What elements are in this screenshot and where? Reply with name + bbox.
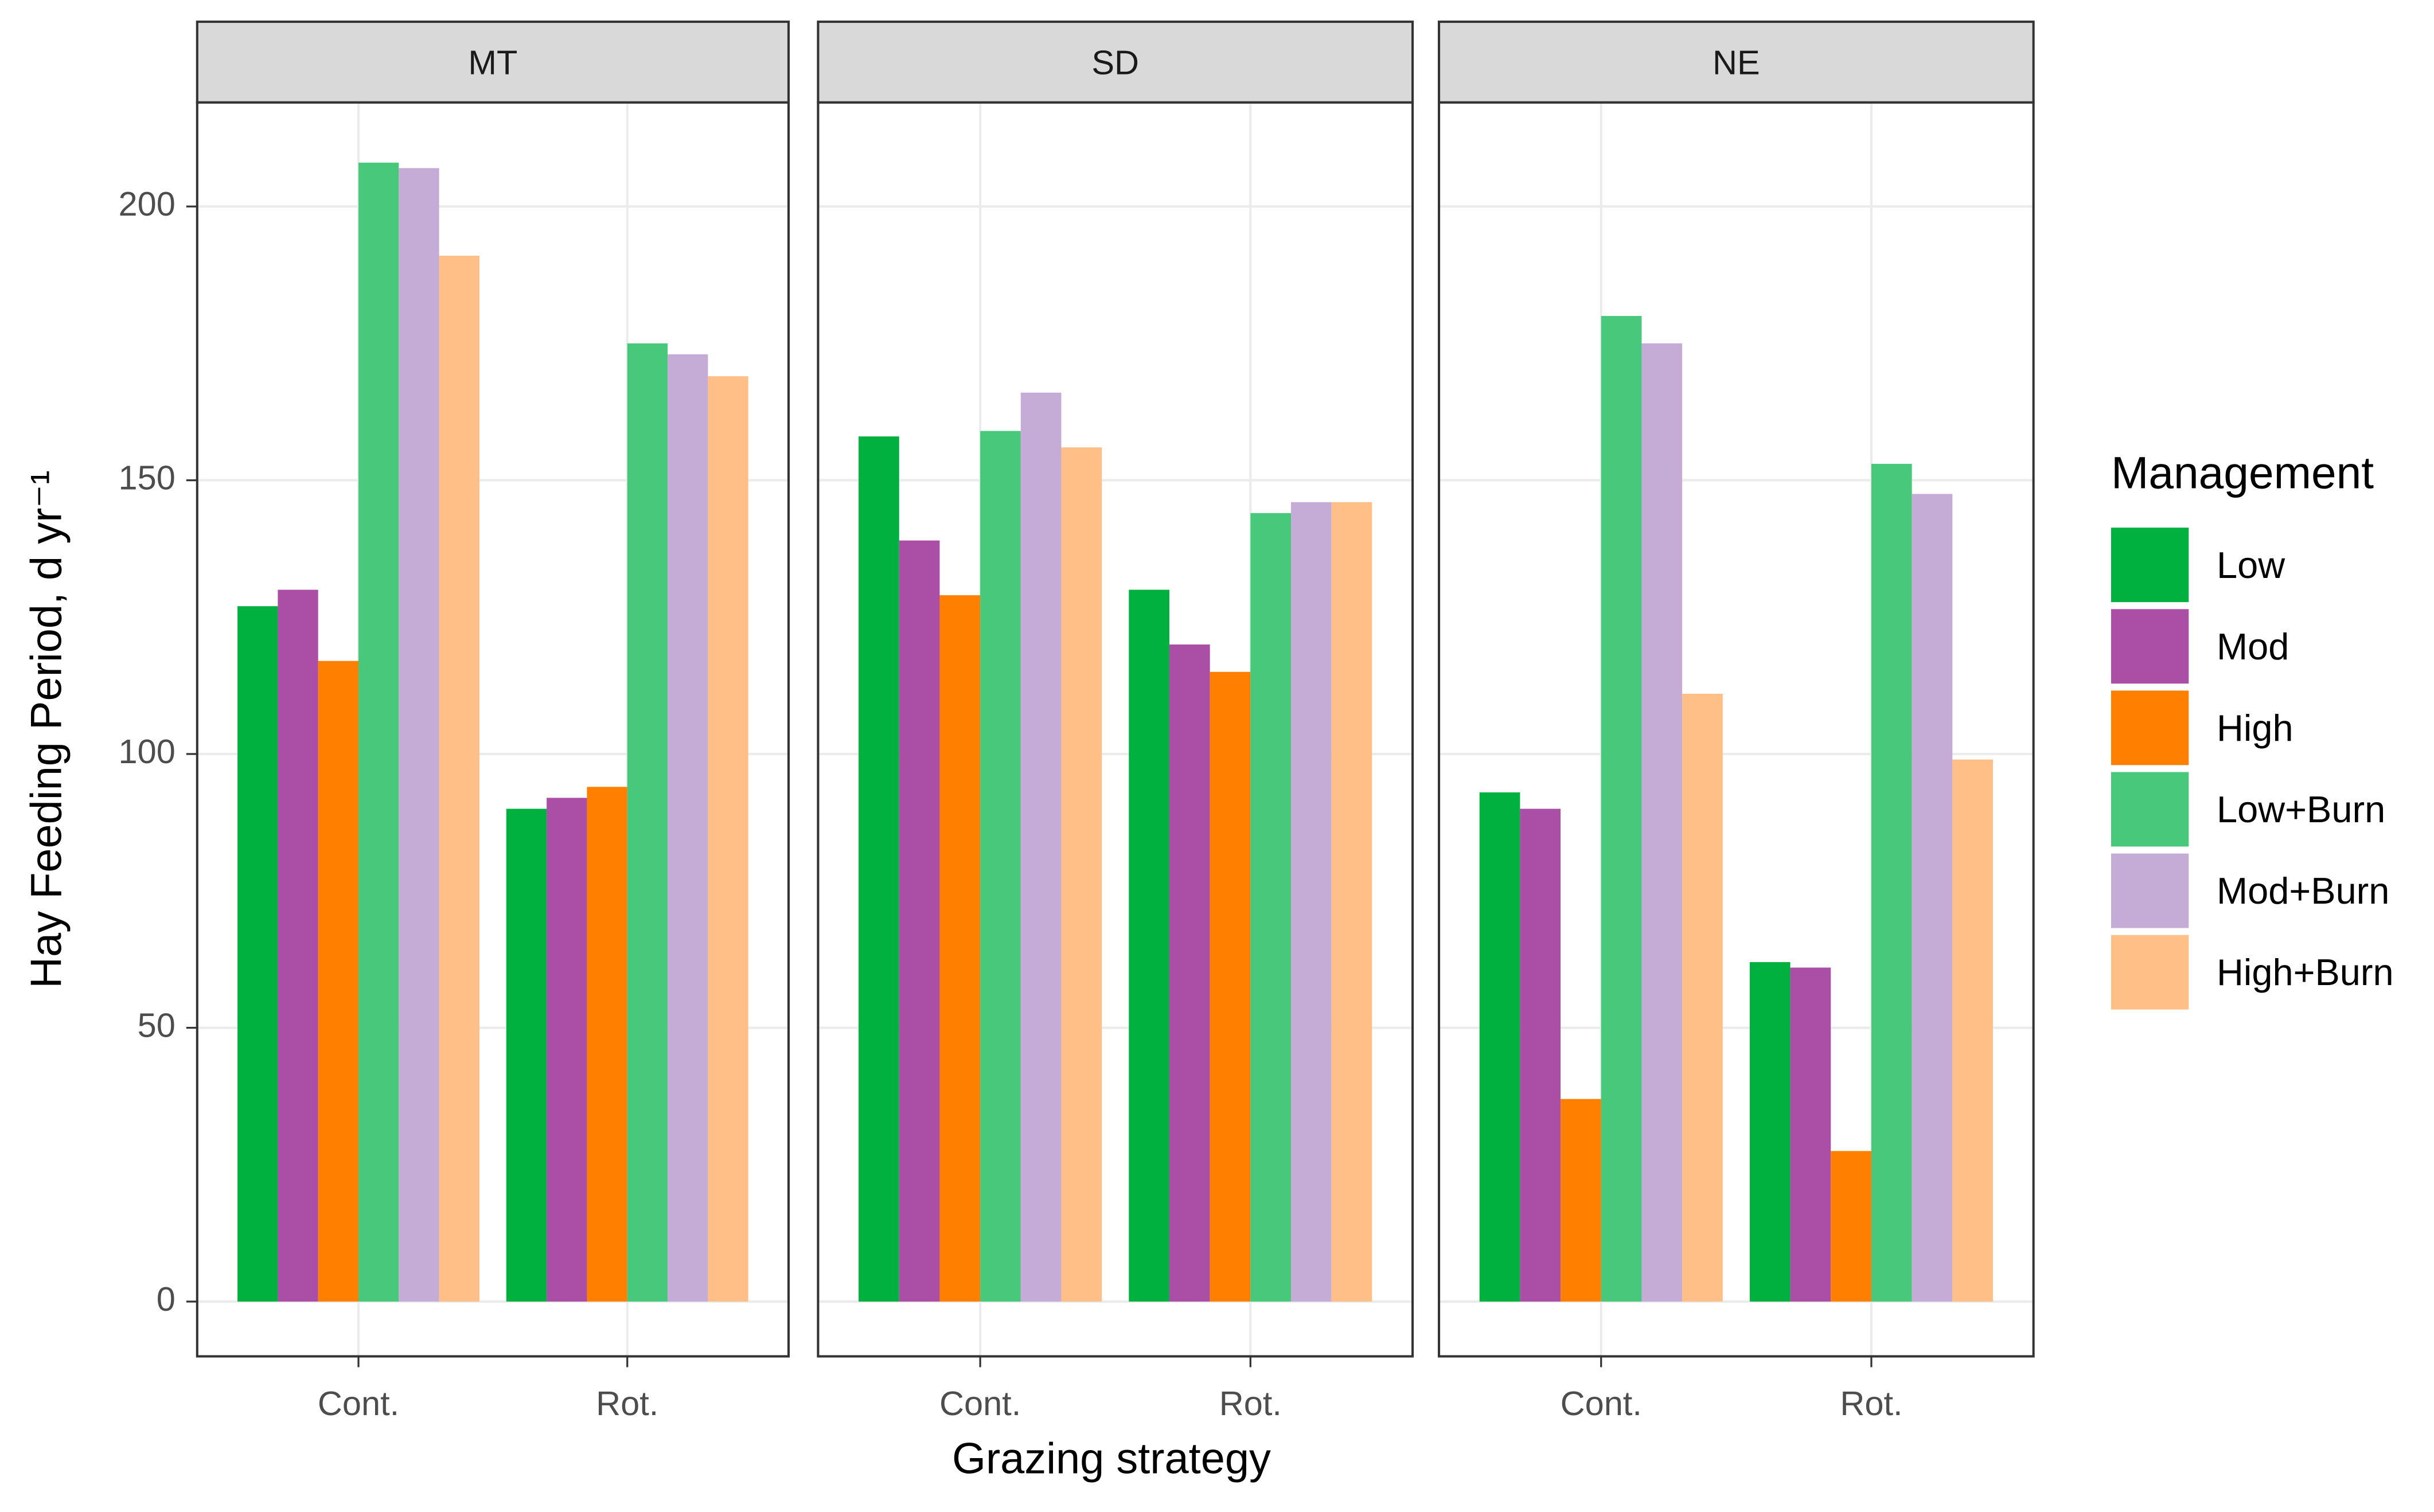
- bar: [1020, 392, 1062, 1302]
- strip-label: NE: [1713, 43, 1760, 81]
- bar: [980, 431, 1021, 1302]
- bar: [547, 798, 587, 1302]
- bar: [506, 808, 547, 1302]
- x-tick-label: Cont.: [318, 1384, 399, 1423]
- bar: [587, 787, 627, 1302]
- legend-label: Low: [2217, 544, 2285, 586]
- strip: [196, 20, 790, 104]
- legend-key: [2111, 690, 2189, 765]
- legend-key: [2111, 853, 2189, 928]
- x-tick-label: Cont.: [939, 1384, 1021, 1423]
- legend-label: High: [2217, 707, 2293, 749]
- legend-label: Mod: [2217, 626, 2289, 667]
- bar: [1790, 967, 1831, 1302]
- bar: [278, 589, 318, 1302]
- bar: [708, 376, 748, 1302]
- y-axis-label: Hay Feeding Period, d yr⁻¹: [22, 470, 71, 988]
- strip: [1438, 20, 2035, 104]
- strip: [817, 20, 1414, 104]
- bar: [318, 661, 359, 1302]
- legend-label: Low+Burn: [2217, 788, 2385, 830]
- legend-title: Management: [2111, 448, 2374, 498]
- bar: [1061, 447, 1102, 1302]
- y-tick-label: 100: [119, 732, 175, 771]
- bar: [1210, 671, 1251, 1302]
- bar: [1290, 502, 1332, 1302]
- bar: [1520, 808, 1561, 1302]
- bar: [1129, 589, 1169, 1302]
- strip-label: MT: [468, 43, 517, 81]
- bar: [627, 343, 668, 1302]
- bar: [1952, 759, 1993, 1302]
- legend-label: High+Burn: [2217, 951, 2394, 993]
- bar: [1749, 962, 1791, 1302]
- legend-key: [2111, 609, 2189, 684]
- legend-label: Mod+Burn: [2217, 870, 2389, 912]
- y-tick-label: 150: [119, 458, 175, 497]
- bar: [1912, 494, 1953, 1302]
- legend-key: [2111, 935, 2189, 1010]
- y-tick-label: 0: [157, 1280, 175, 1318]
- bar: [237, 606, 278, 1302]
- y-tick-label: 50: [138, 1006, 175, 1044]
- bar: [1871, 463, 1912, 1302]
- bar: [859, 436, 899, 1302]
- bar: [358, 162, 399, 1302]
- bar: [1479, 792, 1520, 1302]
- bar: [1561, 1099, 1601, 1302]
- strip-label: SD: [1091, 43, 1139, 81]
- y-tick-label: 200: [119, 185, 175, 223]
- legend-key: [2111, 528, 2189, 603]
- bar: [1682, 694, 1723, 1302]
- bar: [1601, 316, 1642, 1302]
- x-tick-label: Cont.: [1561, 1384, 1642, 1423]
- bar: [1831, 1151, 1871, 1302]
- bar: [399, 168, 439, 1302]
- x-tick-label: Rot.: [1219, 1384, 1282, 1423]
- x-tick-label: Rot.: [1840, 1384, 1902, 1423]
- bar: [668, 354, 708, 1302]
- bar: [939, 595, 981, 1302]
- bar: [439, 256, 479, 1302]
- legend-key: [2111, 772, 2189, 847]
- bar: [1331, 502, 1372, 1302]
- bar: [1641, 343, 1683, 1302]
- bar: [1169, 644, 1210, 1302]
- x-axis-label: Grazing strategy: [952, 1435, 1271, 1483]
- x-tick-label: Rot.: [596, 1384, 658, 1423]
- bar: [1250, 513, 1291, 1302]
- bar: [899, 540, 940, 1302]
